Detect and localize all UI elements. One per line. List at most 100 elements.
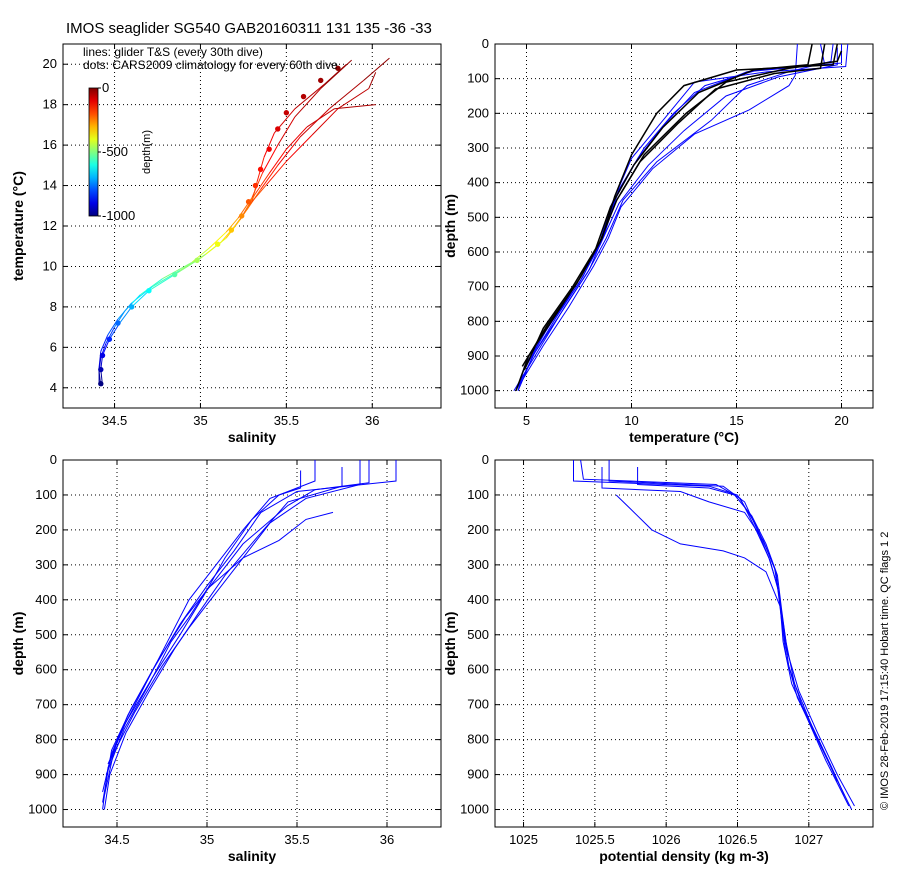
ts-line-segment [294, 88, 322, 118]
ts-line-segment [334, 104, 376, 110]
y-tick-label: 0 [482, 36, 489, 51]
climatology-dot [228, 227, 235, 233]
ts-line-segment [260, 165, 279, 190]
climatology-dot [238, 213, 245, 219]
y-axis-label: depth (m) [442, 194, 458, 258]
profile-line [615, 494, 786, 642]
y-tick-label: 600 [467, 244, 489, 259]
ts-line-segment [268, 148, 287, 174]
climatology-dot [146, 288, 152, 294]
y-tick-label: 900 [467, 348, 489, 363]
y-axis-label: depth (m) [10, 612, 26, 676]
y-tick-label: 1000 [28, 802, 57, 817]
ts-line-segment [277, 116, 296, 146]
ts-line-series [242, 104, 376, 215]
ts-line-segment [363, 57, 390, 81]
ts-line-segment [140, 278, 163, 296]
profile-line [515, 44, 839, 391]
profile-line [105, 511, 334, 775]
x-tick-label: 1026 [652, 832, 681, 847]
y-tick-label: 100 [35, 487, 57, 502]
ts-line-segment [102, 339, 110, 356]
ts-line-segment [100, 335, 109, 352]
y-tick-label: 6 [50, 339, 57, 354]
ts-line-segment [265, 160, 287, 186]
climatology-dot [266, 146, 272, 152]
climatology-dot [98, 381, 104, 387]
y-axis-label: depth (m) [442, 612, 458, 676]
y-tick-label: 400 [467, 175, 489, 190]
profile-line [523, 44, 813, 371]
profile-line [102, 460, 370, 803]
annotation-note: dots: CARS2009 climatology for every 60t… [83, 58, 338, 72]
ts-line-segment [248, 185, 267, 207]
ts-line-segment [311, 108, 339, 136]
y-tick-label: 300 [467, 557, 489, 572]
climatology-dot [275, 126, 281, 132]
figure-title: IMOS seaglider SG540 GAB20160311 131 135… [66, 20, 432, 37]
climatology-dot [283, 110, 290, 116]
y-tick-label: 20 [43, 56, 57, 71]
y-tick-label: 500 [467, 209, 489, 224]
y-tick-label: 600 [35, 662, 57, 677]
ts-line-segment [323, 63, 347, 85]
ts-line-segment [299, 108, 330, 138]
x-tick-label: 10 [624, 413, 638, 428]
y-tick-label: 12 [43, 218, 57, 233]
profile-line [620, 50, 843, 194]
climatology-dot [300, 93, 307, 100]
y-tick-label: 18 [43, 97, 57, 112]
climatology-dot [252, 182, 259, 189]
climatology-dot [115, 320, 121, 326]
x-tick-label: 34.5 [102, 413, 127, 428]
y-tick-label: 8 [50, 299, 57, 314]
profile-line [107, 470, 302, 765]
ts-line-segment [255, 173, 270, 194]
axes-frame [62, 43, 442, 409]
x-tick-label: 36 [365, 413, 379, 428]
plot-area [98, 57, 390, 387]
y-tick-label: 1000 [460, 383, 489, 398]
profile-line [521, 47, 838, 374]
y-tick-label: 10 [43, 258, 57, 273]
ts-line-segment [208, 231, 227, 249]
ts-line-segment [263, 132, 275, 158]
ts-line-segment [294, 84, 325, 110]
y-tick-label: 500 [467, 627, 489, 642]
profile-line [102, 460, 397, 793]
y-tick-label: 1000 [460, 802, 489, 817]
ts-line-segment [119, 306, 133, 324]
y-tick-label: 700 [467, 279, 489, 294]
colorbar-label: depth(m) [141, 130, 153, 174]
plot-area [102, 460, 397, 810]
y-tick-label: 600 [467, 662, 489, 677]
y-tick-label: 0 [482, 452, 489, 467]
y-tick-label: 400 [35, 592, 57, 607]
y-tick-label: 200 [467, 105, 489, 120]
profile-line [103, 467, 343, 810]
x-tick-label: 5 [523, 413, 530, 428]
climatology-dot [245, 199, 252, 205]
ts-line-series [98, 63, 347, 384]
profile-line [519, 44, 798, 384]
climatology-dot [318, 77, 324, 84]
x-tick-label: 34.5 [104, 832, 129, 847]
x-tick-label: 35.5 [284, 832, 309, 847]
y-tick-label: 800 [467, 732, 489, 747]
x-tick-label: 35.5 [274, 413, 299, 428]
x-tick-label: 20 [834, 413, 848, 428]
y-tick-label: 16 [43, 137, 57, 152]
climatology-dot [171, 271, 178, 278]
colorbar-tick-label: -1000 [102, 208, 135, 223]
profile-line [637, 467, 855, 807]
y-tick-label: 800 [467, 313, 489, 328]
axes-frame [494, 459, 874, 828]
ts-line-segment [337, 88, 370, 110]
y-tick-label: 300 [35, 557, 57, 572]
x-tick-label: 1025 [509, 832, 538, 847]
y-tick-label: 400 [467, 592, 489, 607]
climatology-dot [214, 241, 221, 247]
colorbar-tick-label: 0 [102, 80, 109, 95]
panel-depth-temperature: 5 10 15 2001002003004005006007008009001000t… [442, 36, 874, 445]
climatology-dot [257, 166, 264, 173]
